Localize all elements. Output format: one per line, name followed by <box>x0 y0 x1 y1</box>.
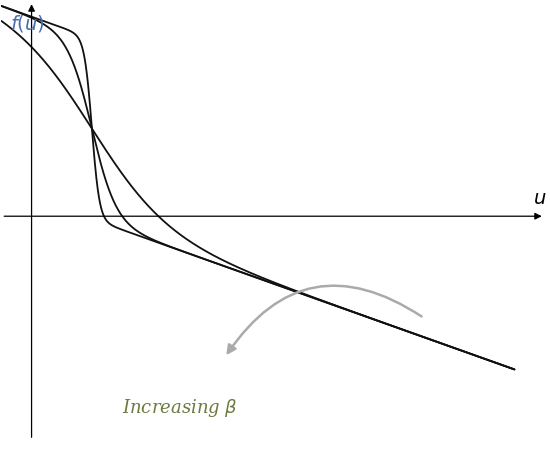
Text: Increasing $\beta$: Increasing $\beta$ <box>122 397 238 420</box>
Text: $f(u)$: $f(u)$ <box>10 13 45 34</box>
Text: $u$: $u$ <box>532 190 546 208</box>
